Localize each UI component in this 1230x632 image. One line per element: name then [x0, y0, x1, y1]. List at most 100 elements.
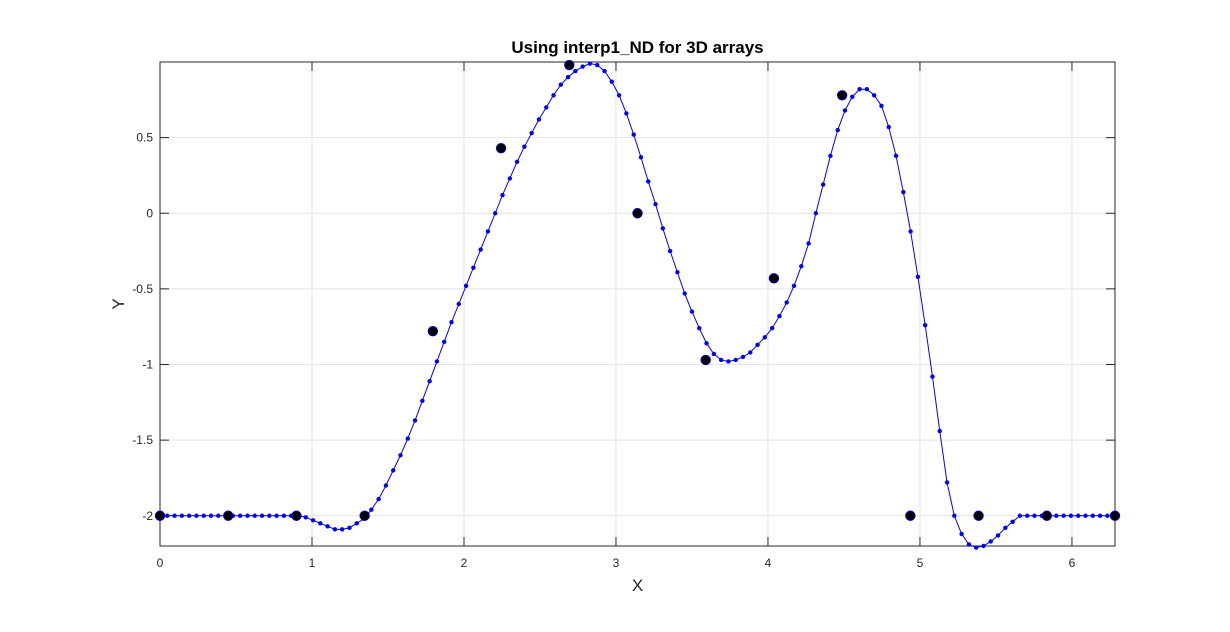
sample-point: [768, 273, 780, 284]
interpolated-point: [354, 521, 359, 526]
interpolated-point: [769, 326, 775, 331]
interpolated-point: [864, 87, 870, 92]
chart-title: Using interp1_ND for 3D arrays: [511, 38, 763, 57]
interpolated-point: [237, 513, 243, 518]
interpolated-point: [602, 68, 607, 74]
interpolated-point: [930, 374, 935, 379]
interpolated-point: [536, 117, 542, 122]
axes-box: [159, 61, 1116, 547]
sample-point: [495, 143, 507, 154]
interpolated-point: [172, 513, 177, 518]
interpolated-point: [762, 335, 768, 340]
grid-layer: [160, 62, 1115, 546]
y-tick-label: 0: [146, 206, 153, 220]
interpolated-point: [624, 111, 629, 116]
interpolated-point: [631, 132, 636, 137]
interpolated-point: [1017, 513, 1023, 518]
sample-point: [973, 510, 984, 521]
interpolated-point: [208, 513, 214, 518]
interpolated-point: [820, 182, 826, 187]
interpolated-point: [791, 283, 797, 289]
interpolated-point: [748, 350, 753, 355]
interpolated-point: [842, 108, 848, 113]
interpolated-point: [850, 94, 855, 99]
sample-point: [223, 510, 234, 521]
x-tick-label: 1: [309, 556, 316, 570]
interpolated-point: [427, 378, 432, 384]
x-axis-label: X: [632, 576, 643, 595]
interpolated-point: [587, 61, 593, 66]
interpolated-point: [806, 241, 811, 246]
y-tick-label: 0.5: [136, 131, 153, 145]
interpolated-point: [726, 359, 731, 364]
interpolated-point: [398, 453, 403, 458]
interpolated-point: [485, 229, 491, 234]
y-axis-label: Y: [109, 298, 128, 309]
interpolated-point: [828, 153, 833, 158]
interpolated-point: [1025, 513, 1030, 518]
interpolated-point: [186, 513, 192, 518]
interpolated-point: [646, 179, 651, 184]
interpolated-point: [937, 428, 942, 434]
interpolated-point: [1061, 513, 1066, 518]
interpolated-point: [711, 351, 717, 357]
interpolated-point: [966, 542, 972, 547]
sample-point: [836, 90, 848, 101]
x-tick-label: 6: [1069, 556, 1076, 570]
interpolated-point: [376, 496, 381, 502]
interpolated-point: [952, 513, 957, 518]
interpolated-point: [1076, 513, 1081, 518]
series-layer: [154, 59, 1121, 550]
interpolated-point: [281, 513, 287, 518]
y-tick-label: -1.5: [132, 433, 153, 447]
interpolated-point: [420, 398, 425, 403]
interpolated-point: [201, 513, 206, 518]
interpolated-point: [318, 521, 323, 526]
interpolated-point: [595, 62, 600, 68]
x-tick-label: 5: [917, 556, 924, 570]
interpolated-point: [1010, 519, 1015, 524]
interpolated-point: [449, 319, 454, 325]
x-tick-label: 3: [613, 556, 620, 570]
interpolated-point: [740, 354, 746, 360]
interpolated-point: [434, 359, 440, 364]
interpolated-point: [507, 176, 512, 181]
interpolated-point: [1083, 513, 1088, 518]
interpolated-point: [391, 468, 396, 473]
interpolated-point: [551, 93, 556, 98]
interpolated-point: [339, 527, 345, 532]
interpolated-point: [565, 74, 571, 80]
interpolated-point: [908, 229, 913, 234]
interpolated-point: [777, 313, 782, 319]
interpolated-point: [1068, 513, 1074, 518]
interpolated-point: [616, 93, 622, 98]
sample-point: [291, 510, 302, 521]
interpolated-point: [871, 93, 877, 98]
interpolated-point: [325, 524, 330, 529]
interpolated-point: [463, 283, 469, 289]
interpolated-point: [784, 300, 789, 305]
x-tick-label: 0: [157, 556, 164, 570]
interpolated-point: [988, 539, 993, 544]
y-tick-label: -0.5: [132, 282, 153, 296]
interpolated-point: [1003, 525, 1008, 531]
interpolated-point: [332, 527, 338, 532]
interpolated-point: [442, 339, 447, 345]
interpolated-point: [558, 82, 564, 87]
interpolated-point: [478, 247, 483, 252]
sample-point: [700, 354, 711, 366]
interpolated-point: [310, 518, 316, 523]
interpolated-point: [245, 513, 250, 518]
interpolated-point: [500, 192, 505, 198]
sample-point: [905, 510, 916, 521]
interpolated-point: [274, 513, 279, 518]
interpolated-point: [369, 507, 374, 512]
interpolated-point: [252, 513, 257, 518]
interpolated-point: [944, 480, 950, 485]
interpolated-point: [835, 127, 840, 133]
sample-point: [154, 510, 166, 521]
interpolated-point: [813, 211, 819, 216]
x-tick-label: 4: [765, 556, 772, 570]
interpolated-point: [514, 159, 520, 165]
